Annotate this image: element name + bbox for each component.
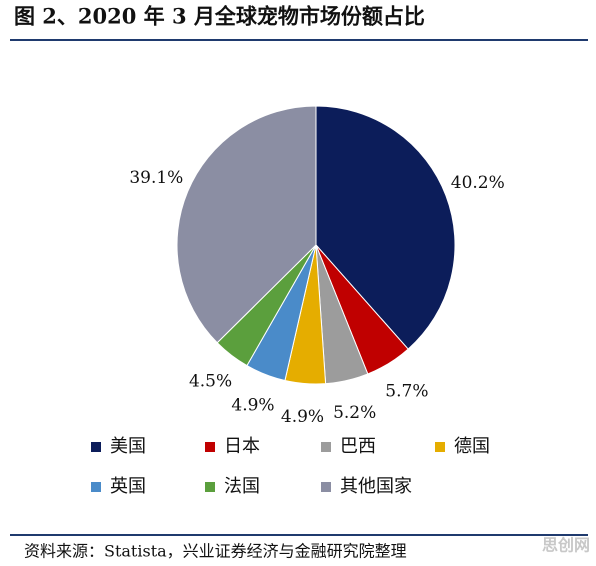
- legend-label: 巴西: [340, 436, 376, 457]
- chart-title: 图 2、2020 年 3 月全球宠物市场份额占比: [14, 4, 425, 29]
- legend-swatch: [91, 442, 101, 452]
- legend-swatch: [205, 442, 215, 452]
- pie-slice: [315, 105, 456, 350]
- legend-label: 德国: [454, 436, 490, 457]
- legend-label: 美国: [110, 436, 146, 457]
- legend-label: 日本: [224, 436, 260, 457]
- data-label: 5.7%: [385, 382, 428, 402]
- data-label: 4.9%: [231, 396, 274, 416]
- pie-slice: [176, 105, 317, 344]
- source: 资料来源：Statista，兴业证券经济与金融研究院整理: [24, 542, 407, 561]
- data-label: 5.2%: [333, 403, 376, 423]
- legend-swatch: [321, 482, 331, 492]
- data-label: 4.5%: [189, 372, 232, 392]
- legend-label: 英国: [110, 476, 146, 497]
- data-label: 40.2%: [451, 173, 505, 193]
- legend-swatch: [91, 482, 101, 492]
- legend-label: 其他国家: [340, 476, 412, 497]
- data-label: 39.1%: [129, 168, 183, 188]
- watermark: 思创网: [542, 536, 590, 555]
- legend-swatch: [435, 442, 445, 452]
- legend-swatch: [321, 442, 331, 452]
- data-label: 4.9%: [281, 407, 324, 427]
- legend-label: 法国: [224, 476, 260, 497]
- legend-swatch: [205, 482, 215, 492]
